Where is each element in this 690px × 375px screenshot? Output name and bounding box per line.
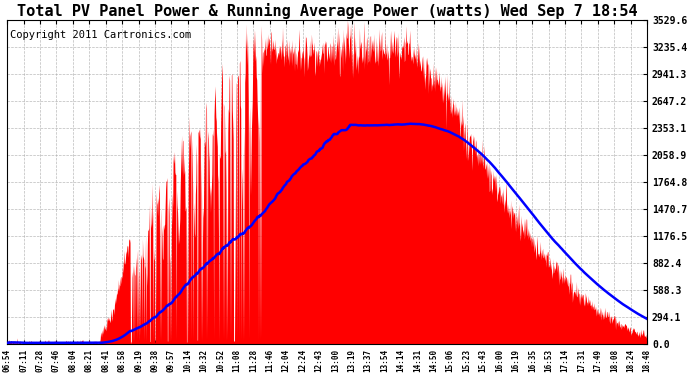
Text: Copyright 2011 Cartronics.com: Copyright 2011 Cartronics.com bbox=[10, 30, 192, 40]
Title: Total PV Panel Power & Running Average Power (watts) Wed Sep 7 18:54: Total PV Panel Power & Running Average P… bbox=[17, 3, 638, 19]
